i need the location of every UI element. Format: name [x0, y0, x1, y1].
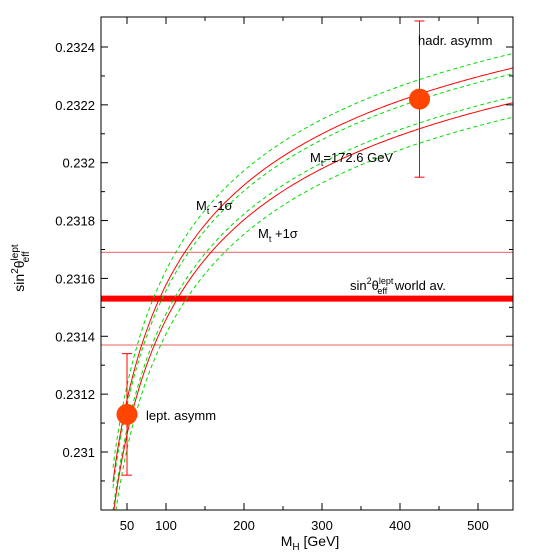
y-tick-label: 0.2322	[55, 98, 95, 113]
x-tick-label-300: 300	[311, 518, 333, 533]
label-mt-central: Mt=172.6 GeV	[310, 150, 393, 168]
curves-layer	[101, 53, 513, 510]
y-tick-label: 0.232	[62, 156, 95, 171]
y-tick-label: 0.2318	[55, 214, 95, 229]
y-tick-label: 0.2314	[55, 329, 95, 344]
plot-frame	[100, 16, 514, 511]
x-tick-label-100: 100	[155, 518, 177, 533]
label-mt-plus: Mt +1σ	[258, 226, 298, 244]
marks-layer	[116, 20, 430, 476]
point-hadr	[409, 88, 430, 110]
y-axis-label: sin2θlepteff	[10, 244, 32, 292]
curve-green-inner-lower	[112, 96, 513, 510]
curve-red-upper	[112, 67, 513, 483]
y-tick-label: 0.2312	[55, 387, 95, 402]
curve-green-inner-upper	[112, 73, 513, 488]
x-tick-label-200: 200	[233, 518, 255, 533]
x-tick-label-400: 400	[389, 518, 411, 533]
x-tick-label-500: 500	[467, 518, 489, 533]
curve-red-lower	[113, 102, 513, 510]
label-mt-minus: Mt -1σ	[196, 198, 233, 216]
label-world-average: sin2θlept eff world av.	[350, 276, 446, 296]
x-axis-label: MH [GeV]	[281, 533, 340, 553]
label-lept-asymm: lept. asymm	[146, 408, 216, 423]
curve-green-outer-lower	[115, 116, 513, 510]
y-tick-label: 0.2324	[55, 40, 95, 55]
label-hadr-asymm: hadr. asymm	[418, 33, 492, 48]
axes-layer: 50 100 200 300 400 500 0.231 0.2312 0.2314 0.2316…	[55, 16, 514, 533]
x-tick-label-50: 50	[120, 518, 134, 533]
y-tick-label: 0.2316	[55, 271, 95, 286]
curve-green-outer-upper	[112, 53, 513, 468]
point-lept	[116, 403, 138, 425]
y-tick-label: 0.231	[62, 445, 95, 460]
